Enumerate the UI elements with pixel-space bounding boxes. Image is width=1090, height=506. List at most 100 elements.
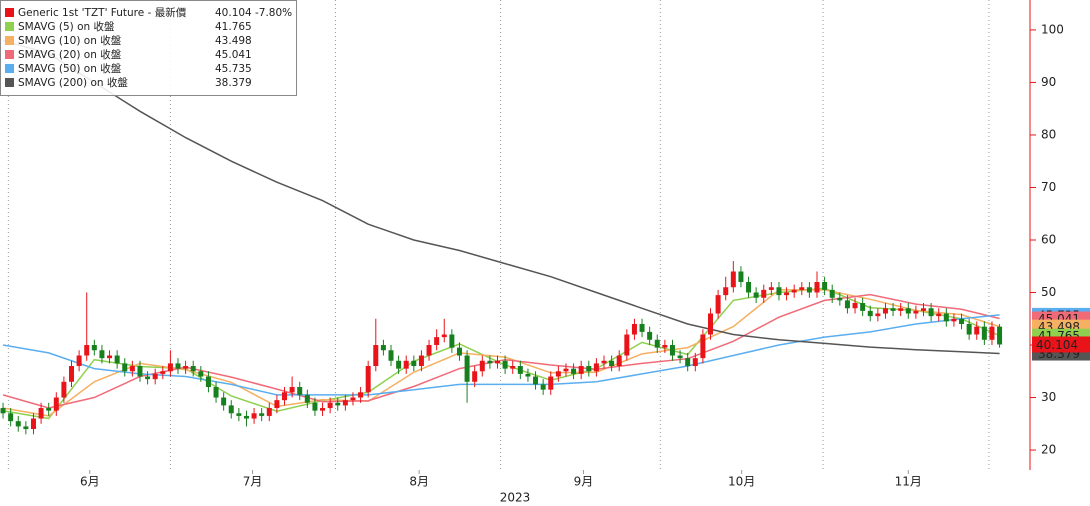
candle-body xyxy=(555,371,561,377)
legend-value: 45.735 xyxy=(215,63,252,75)
legend-swatch xyxy=(5,22,14,31)
y-tick-label: 20 xyxy=(1041,443,1056,457)
candle-body xyxy=(426,345,432,356)
candle-body xyxy=(297,387,303,395)
y-axis: 2030405060708090100 xyxy=(1029,0,1064,470)
value-tag xyxy=(1032,336,1090,353)
x-tick-label: 11月 xyxy=(895,475,922,489)
candle-body xyxy=(441,334,447,338)
candle-body xyxy=(913,310,919,314)
x-tick-label: 7月 xyxy=(243,475,263,489)
candle-body xyxy=(997,326,1003,345)
candle-body xyxy=(776,287,782,296)
candle-body xyxy=(860,303,866,311)
candle-body xyxy=(472,371,478,382)
y-tick-label: 100 xyxy=(1041,22,1064,36)
candle-body xyxy=(236,413,242,416)
candle-body xyxy=(601,360,607,364)
candle-body xyxy=(304,394,310,403)
candle-body xyxy=(403,360,409,369)
candle-body xyxy=(814,282,820,293)
legend-value: 38.379 xyxy=(215,77,252,89)
candle-body xyxy=(350,397,356,401)
candle-body xyxy=(380,345,386,351)
candle-body xyxy=(692,358,698,367)
candle-body xyxy=(327,402,333,409)
candle-body xyxy=(669,345,675,356)
candle-body xyxy=(198,371,204,377)
candle-body xyxy=(274,400,280,409)
y-tick-label: 70 xyxy=(1041,180,1056,194)
candle-body xyxy=(768,287,774,290)
candle-body xyxy=(875,313,881,317)
candle-body xyxy=(837,297,843,301)
y-tick-label: 80 xyxy=(1041,127,1056,141)
candle-body xyxy=(510,366,516,369)
candle-body xyxy=(723,287,729,296)
y-tick-label: 60 xyxy=(1041,232,1056,246)
legend-swatch xyxy=(5,36,14,45)
candle-body xyxy=(791,289,797,293)
candle-body xyxy=(464,355,470,382)
candle-body xyxy=(205,376,211,388)
candle-body xyxy=(213,387,219,398)
candle-body xyxy=(358,392,364,398)
candle-body xyxy=(882,308,888,314)
candle-body xyxy=(806,287,812,293)
candle-body xyxy=(844,300,850,309)
candle-body xyxy=(951,318,957,322)
ma-line xyxy=(2,314,1000,396)
candle-body xyxy=(289,387,295,393)
candle-body xyxy=(122,363,128,372)
candle-body xyxy=(69,366,75,382)
candle-body xyxy=(342,400,348,406)
candle-body xyxy=(266,408,272,416)
candle-body xyxy=(145,376,151,380)
candle-body xyxy=(487,360,493,364)
candle-body xyxy=(746,282,752,293)
candle-body xyxy=(890,308,896,311)
candle-body xyxy=(30,418,36,430)
candle-body xyxy=(609,360,615,367)
candle-body xyxy=(533,376,539,385)
candle-body xyxy=(943,313,949,322)
x-tick-label: 6月 xyxy=(80,475,100,489)
candle-body xyxy=(548,376,554,390)
candle-body xyxy=(571,368,577,374)
candle-body xyxy=(905,308,911,314)
candle-body xyxy=(243,415,249,419)
candle-body xyxy=(981,326,987,340)
legend: Generic 1st 'TZT' Future - 最新價 40.104 -7.8… xyxy=(0,0,297,96)
candle-body xyxy=(799,287,805,290)
candle-body xyxy=(540,384,546,390)
legend-label: SMAVG (5) on 收盤 xyxy=(18,20,115,33)
candle-body xyxy=(586,366,592,372)
candle-body xyxy=(761,289,767,298)
candle-body xyxy=(160,371,166,374)
candle-body xyxy=(411,360,417,367)
candle-body xyxy=(175,363,181,369)
candle-body xyxy=(867,310,873,317)
candle-body xyxy=(456,347,462,356)
candle-body xyxy=(221,397,227,406)
candle-body xyxy=(639,324,645,332)
candle-body xyxy=(312,402,318,411)
candle-body xyxy=(38,408,44,419)
candle-body xyxy=(593,363,599,372)
legend-value: 43.498 xyxy=(215,35,252,47)
candle-body xyxy=(753,292,759,298)
candle-body xyxy=(624,334,630,356)
candle-body xyxy=(228,405,234,414)
candle-body xyxy=(502,360,508,369)
legend-label: SMAVG (20) on 收盤 xyxy=(18,48,122,61)
legend-label: SMAVG (50) on 收盤 xyxy=(18,62,122,75)
legend-value: 41.765 xyxy=(215,21,252,33)
candle-body xyxy=(282,392,288,401)
candle-body xyxy=(685,358,691,367)
candle-body xyxy=(53,397,59,411)
candle-body xyxy=(662,345,668,348)
candle-body xyxy=(190,366,196,372)
candle-body xyxy=(708,313,714,335)
candle-body xyxy=(396,360,402,369)
